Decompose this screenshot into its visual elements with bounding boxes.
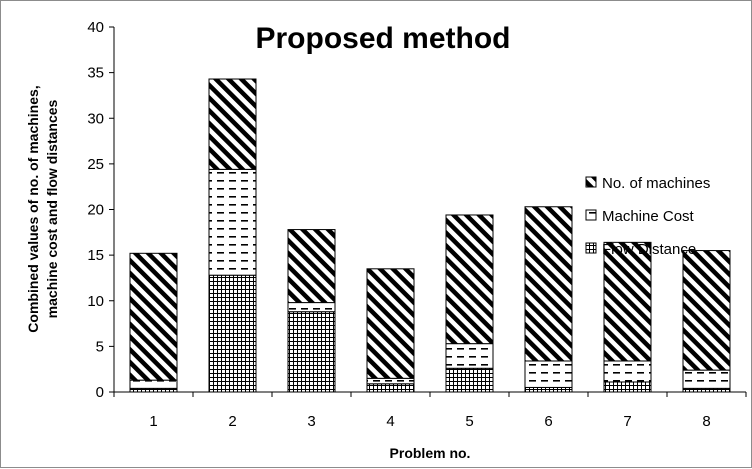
legend-swatch-grid	[585, 242, 597, 254]
legend-swatch-diagonal	[585, 176, 597, 188]
bar-segment-dash	[129, 379, 178, 389]
x-tick-label: 8	[702, 413, 710, 430]
y-tick-label: 15	[87, 247, 104, 264]
bar-segment-grid	[287, 311, 336, 393]
x-tick-label: 3	[307, 413, 315, 430]
y-tick-label: 0	[96, 384, 104, 401]
bar-segment-grid	[366, 383, 415, 393]
bars	[129, 78, 731, 393]
bar-segment-diagonal	[445, 214, 494, 345]
x-tick-label: 4	[386, 413, 394, 430]
bar-segment-diagonal	[287, 229, 336, 304]
y-tick-label: 5	[96, 338, 104, 355]
bar-segment-diagonal	[129, 252, 178, 381]
legend: No. of machines Machine Cost Flow Distance	[585, 175, 710, 258]
bar-segment-dash	[603, 360, 652, 383]
y-axis-title-line-1: Combined values of no. of machines,	[25, 85, 41, 332]
bar-segment-grid	[208, 274, 257, 393]
y-tick-label: 30	[87, 110, 104, 127]
chart-title: Proposed method	[255, 22, 510, 55]
y-ticks: 0 5 10 15 20 25 30 35 40	[87, 19, 114, 401]
bar-segment-dash	[366, 377, 415, 385]
y-axis-title: Combined values of no. of machines, mach…	[25, 85, 60, 332]
legend-label: Flow Distance	[602, 241, 696, 258]
x-ticks: 1 2 3 4 5 6 7 8	[113, 392, 747, 430]
y-tick-label: 40	[87, 19, 104, 36]
bar-segment-diagonal	[524, 206, 573, 362]
bar-segment-diagonal	[366, 268, 415, 379]
x-tick-label: 6	[544, 413, 552, 430]
bar-segment-dash	[682, 369, 731, 389]
x-tick-label: 1	[149, 413, 157, 430]
bar-segment-diagonal	[603, 241, 652, 362]
x-tick-label: 5	[465, 413, 473, 430]
y-tick-label: 20	[87, 202, 104, 219]
bar-segment-grid	[129, 387, 178, 393]
y-tick-label: 25	[87, 156, 104, 173]
bar-segment-diagonal	[208, 78, 257, 170]
x-axis-title: Problem no.	[390, 445, 471, 461]
legend-label: No. of machines	[602, 175, 710, 192]
bar-segment-grid	[603, 381, 652, 393]
bar-segment-grid	[445, 367, 494, 393]
bar-segment-dash	[524, 360, 573, 388]
bar-segment-dash	[287, 302, 336, 313]
x-tick-label: 7	[623, 413, 631, 430]
bar-segment-dash	[208, 168, 257, 276]
bar-segment-diagonal	[682, 250, 731, 371]
y-tick-label: 10	[87, 293, 104, 310]
bar-segment-dash	[445, 343, 494, 369]
legend-label: Machine Cost	[602, 208, 695, 225]
bar-segment-grid	[682, 387, 731, 393]
x-tick-label: 2	[228, 413, 236, 430]
bar-segment-grid	[524, 386, 573, 393]
y-axis-title-line-2: machine cost and flow distances	[44, 99, 60, 318]
legend-swatch-dash	[585, 209, 597, 221]
y-tick-label: 35	[87, 65, 104, 82]
